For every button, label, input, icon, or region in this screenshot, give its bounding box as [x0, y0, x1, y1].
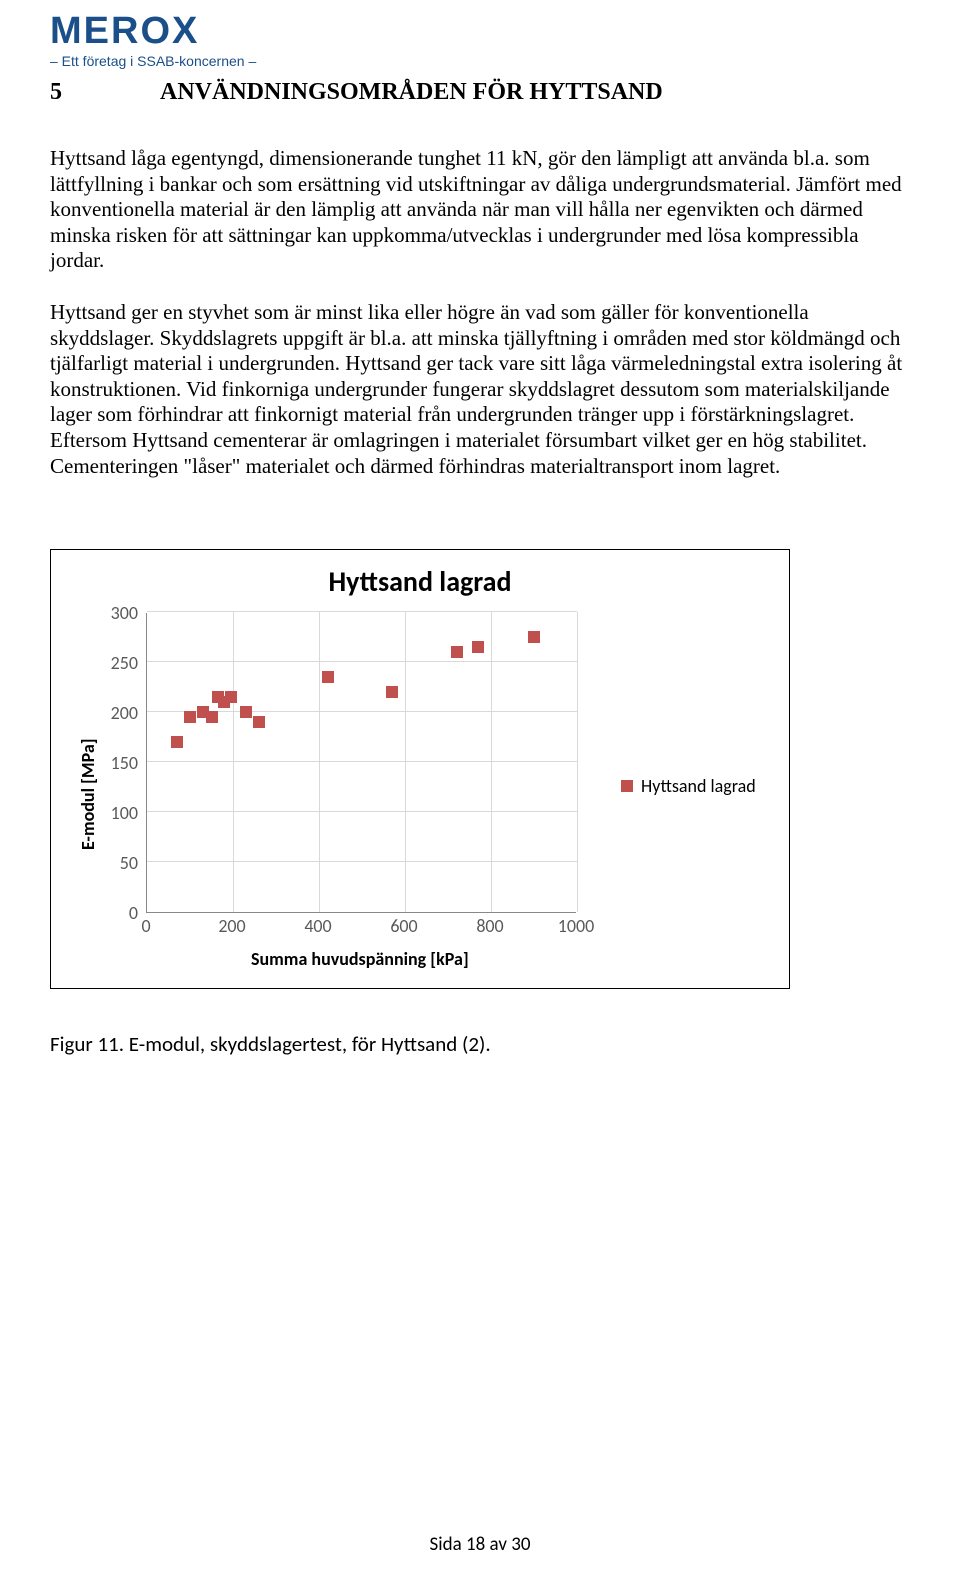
section-title: ANVÄNDNINGSOMRÅDEN FÖR HYTTSAND: [160, 79, 663, 105]
chart-gridline-vertical: [577, 612, 578, 912]
chart-ytick-label: 100: [98, 802, 138, 824]
chart-data-point: [184, 711, 196, 723]
chart-gridline-horizontal: [147, 861, 577, 862]
chart-plot-area: [146, 613, 576, 913]
chart-gridline-vertical: [491, 612, 492, 912]
chart-data-point: [528, 631, 540, 643]
chart-gridline-vertical: [405, 612, 406, 912]
legend-label: Hyttsand lagrad: [641, 775, 756, 797]
chart-gridline-vertical: [233, 612, 234, 912]
chart-ytick-label: 250: [98, 652, 138, 674]
chart-xtick-label: 0: [121, 915, 171, 937]
logo-subline: – Ett företag i SSAB-koncernen –: [50, 53, 910, 69]
chart-ytick-label: 150: [98, 752, 138, 774]
chart-xlabel: Summa huvudspänning [kPa]: [251, 948, 469, 970]
chart-data-point: [451, 646, 463, 658]
chart-data-point: [225, 691, 237, 703]
chart-xtick-label: 800: [465, 915, 515, 937]
chart-gridline-horizontal: [147, 661, 577, 662]
chart-xtick-label: 1000: [551, 915, 601, 937]
chart-xtick-label: 600: [379, 915, 429, 937]
chart-xtick-label: 200: [207, 915, 257, 937]
section-number: 5: [50, 79, 160, 106]
chart-xtick-label: 400: [293, 915, 343, 937]
chart-legend: Hyttsand lagrad: [621, 775, 756, 797]
paragraph-1: Hyttsand låga egentyngd, dimensionerande…: [50, 146, 910, 274]
chart-data-point: [206, 711, 218, 723]
legend-marker-icon: [621, 780, 633, 792]
page-footer: Sida 18 av 30: [0, 1533, 960, 1556]
chart-data-point: [322, 671, 334, 683]
chart-ytick-label: 300: [98, 602, 138, 624]
chart-data-point: [386, 686, 398, 698]
chart-gridline-vertical: [319, 612, 320, 912]
chart-data-point: [253, 716, 265, 728]
chart-gridline-horizontal: [147, 811, 577, 812]
figure-caption: Figur 11. E-modul, skyddslagertest, för …: [50, 1031, 910, 1057]
chart-title: Hyttsand lagrad: [51, 550, 789, 599]
logo-block: MEROX – Ett företag i SSAB-koncernen –: [50, 0, 910, 73]
chart-data-point: [472, 641, 484, 653]
chart-data-point: [171, 736, 183, 748]
chart-gridline-horizontal: [147, 761, 577, 762]
chart-ylabel: E-modul [MPa]: [77, 739, 99, 851]
chart-gridline-horizontal: [147, 611, 577, 612]
section-heading: 5ANVÄNDNINGSOMRÅDEN FÖR HYTTSAND: [50, 79, 910, 106]
chart-data-point: [240, 706, 252, 718]
chart-ytick-label: 50: [98, 852, 138, 874]
chart-ytick-label: 200: [98, 702, 138, 724]
paragraph-2: Hyttsand ger en styvhet som är minst lik…: [50, 300, 910, 479]
logo-brand: MEROX: [50, 10, 910, 53]
chart-hyttsand-lagrad: Hyttsand lagrad E-modul [MPa] Summa huvu…: [50, 549, 790, 989]
